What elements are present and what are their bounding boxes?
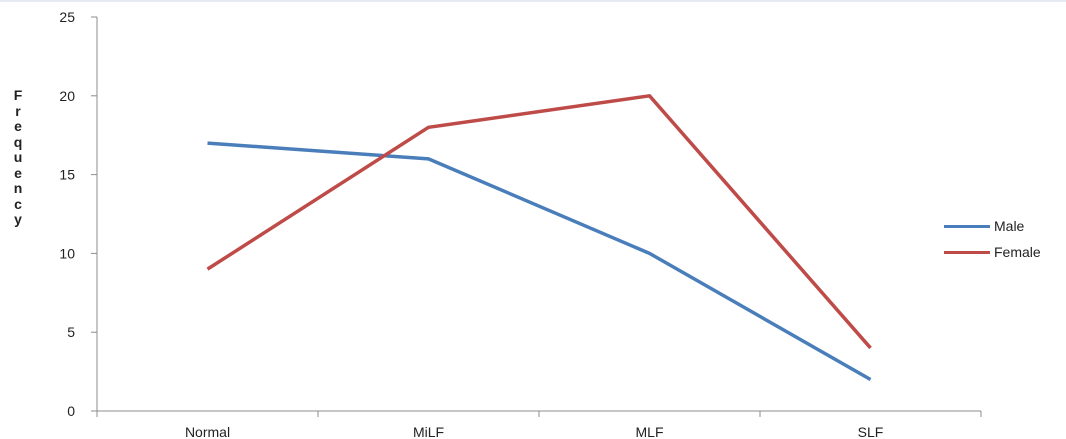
y-axis-label-letter: e [14, 164, 22, 181]
tick-labels: 0 5 10 15 20 25 Normal MiLF MLF SLF [59, 9, 883, 439]
series-line-male [207, 141, 872, 382]
legend-label: Male [994, 218, 1025, 234]
y-axis-label-letter: n [13, 180, 23, 196]
y-tick-label: 10 [59, 245, 75, 261]
y-axis-label-letter: q [13, 133, 23, 150]
y-axis-label-letter: e [14, 118, 22, 134]
legend-label: Female [994, 244, 1041, 260]
y-axis-label-letter: y [14, 211, 22, 227]
legend-item-female: Female [944, 239, 1041, 265]
y-tick-label: 5 [67, 324, 75, 340]
x-tick-label: MLF [636, 424, 664, 439]
axes [91, 16, 982, 417]
top-rule [0, 0, 1066, 2]
y-axis-label-letter: u [13, 149, 23, 165]
y-tick-label: 15 [59, 167, 75, 183]
y-axis-label-letter: F [13, 87, 23, 103]
x-tick-label: Normal [185, 424, 230, 439]
x-tick-label: MiLF [413, 424, 444, 439]
y-axis-label-letter: c [14, 195, 22, 212]
legend: Male Female [944, 213, 1041, 265]
y-tick-label: 0 [67, 403, 75, 419]
y-axis-label-letter: r [15, 102, 21, 119]
legend-swatch [944, 250, 990, 254]
legend-item-male: Male [944, 213, 1041, 239]
y-tick-label: 20 [59, 88, 75, 104]
series-line-female [206, 94, 872, 350]
series-lines [206, 94, 872, 382]
y-tick-label: 25 [59, 9, 75, 25]
legend-swatch [944, 224, 990, 228]
x-tick-label: SLF [858, 424, 884, 439]
